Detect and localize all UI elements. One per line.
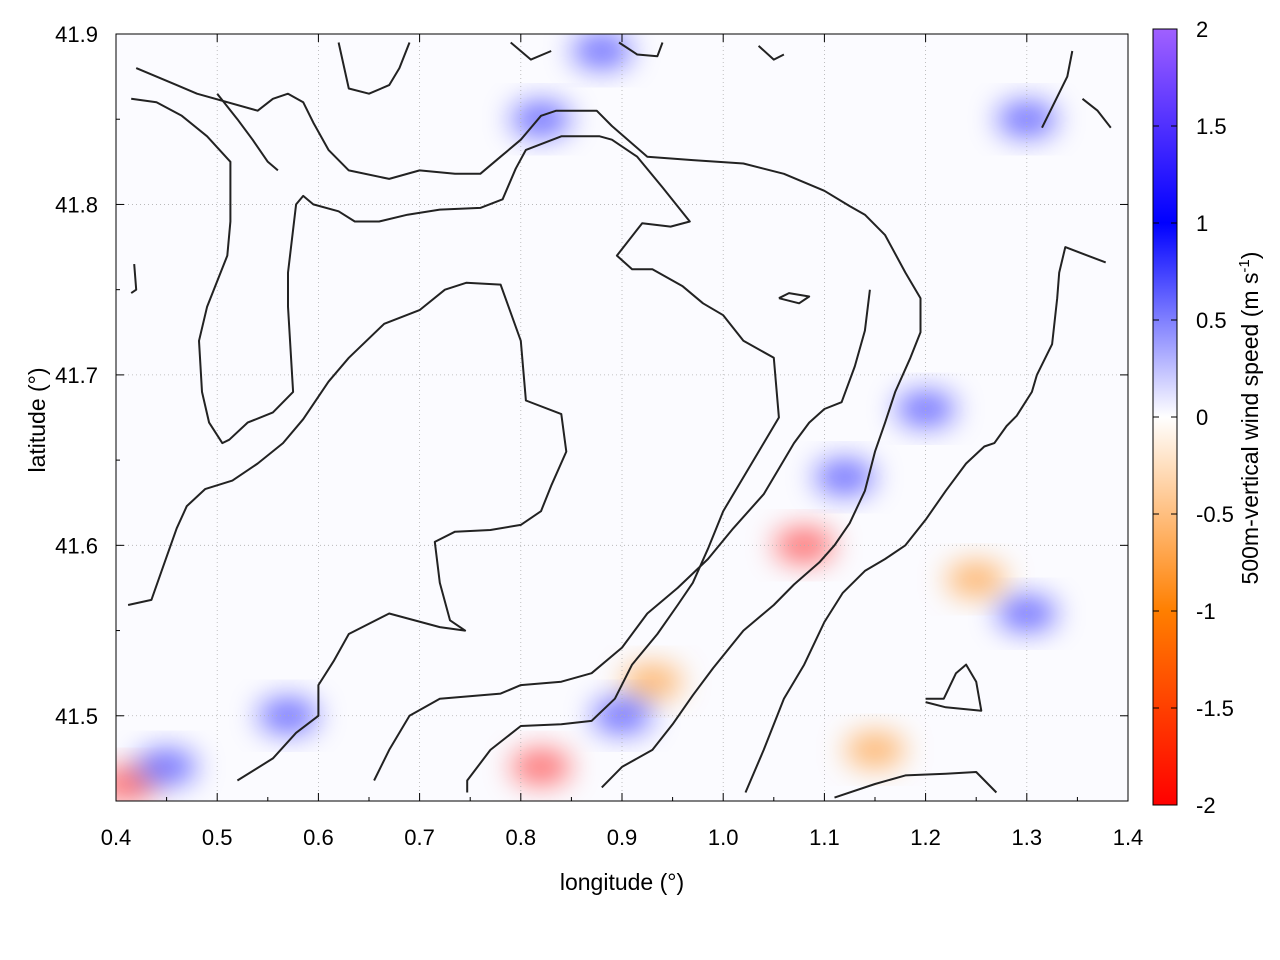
x-tick-label-7: 1.1 [809,825,840,850]
colorbar-tick-label-1: 1.5 [1196,114,1227,139]
colorbar-tick-label-3: 0.5 [1196,308,1227,333]
colorbar-ticks: 2 1.5 1 0.5 0 -0.5 -1 -1.5 -2 [1153,17,1234,818]
heat-feature-7 [571,34,632,70]
y-tick-label-3: 41.8 [55,192,98,217]
contour-line-15 [1041,50,1074,129]
x-tick-label-8: 1.2 [910,825,941,850]
contour-line-13 [130,264,138,294]
heat-feature-4 [511,748,572,785]
colorbar-tick-label-4: 0 [1196,405,1208,430]
colorbar-tick-label-8: -2 [1196,793,1216,818]
contour-line-6 [925,663,983,712]
contour-line-5 [834,771,998,799]
contour-line-12 [757,45,785,61]
x-tick-label-3: 0.7 [404,825,435,850]
x-axis: 0.4 0.5 0.6 0.7 0.8 0.9 1.0 1.1 1.2 1.3 1.4 [101,34,1144,850]
y-tick-label-2: 41.7 [55,363,98,388]
heat-feature-13 [136,748,197,785]
contour-line-2 [127,281,568,782]
heat-feature-9 [996,595,1057,632]
contour-line-3 [373,289,871,781]
contour-line-8 [1081,98,1112,129]
plot-area [115,33,1129,802]
colorbar-title-sup: -1 [1236,259,1253,272]
contour-line-0 [135,67,922,789]
heat-feature-10 [845,731,905,768]
contour-line-4 [744,246,1107,793]
y-tick-label-0: 41.5 [55,704,98,729]
colorbar-title-main: 500m-vertical wind speed (m s [1237,273,1263,585]
colorbar-tick-label-2: 1 [1196,211,1208,236]
contour-line-10 [510,41,552,61]
heat-feature-8 [895,390,956,427]
contour-line-9 [337,42,411,95]
x-tick-label-4: 0.8 [506,825,537,850]
colorbar: 2 1.5 1 0.5 0 -0.5 -1 -1.5 -2 500m-vertical wind… [1152,17,1263,818]
x-tick-label-9: 1.3 [1012,825,1043,850]
heat-feature-11 [946,561,1007,598]
heat-feature-14 [996,101,1057,138]
heat-feature-1 [814,459,875,496]
colorbar-tick-label-7: -1.5 [1196,696,1234,721]
contour-line-11 [618,41,664,58]
contour-line-1 [131,97,780,793]
y-axis-title: latitude (°) [24,367,50,472]
x-tick-label-5: 0.9 [607,825,638,850]
x-tick-label-1: 0.5 [202,825,233,850]
colorbar-tick-label-5: -0.5 [1196,502,1234,527]
plot-background [116,34,1128,801]
x-tick-label-10: 1.4 [1113,825,1144,850]
x-tick-label-0: 0.4 [101,825,132,850]
colorbar-title: 500m-vertical wind speed (m s-1) [1236,252,1263,585]
heat-feature-6 [511,101,572,138]
contour-line-7 [216,93,279,172]
grid-lines [116,34,1128,801]
y-axis: 41.5 41.6 41.7 41.8 41.9 [55,22,1128,802]
y-tick-label-4: 41.9 [55,22,98,47]
colorbar-title-end: ) [1237,252,1263,260]
contour-line-14 [778,292,811,305]
y-tick-label-1: 41.6 [55,533,98,558]
colorbar-tick-label-6: -1 [1196,599,1216,624]
contour-lines [127,41,1112,799]
heat-feature-2 [622,663,683,700]
x-axis-title: longitude (°) [560,869,684,895]
colorbar-tick-label-0: 2 [1196,17,1208,42]
x-tick-label-6: 1.0 [708,825,739,850]
x-tick-label-2: 0.6 [303,825,334,850]
